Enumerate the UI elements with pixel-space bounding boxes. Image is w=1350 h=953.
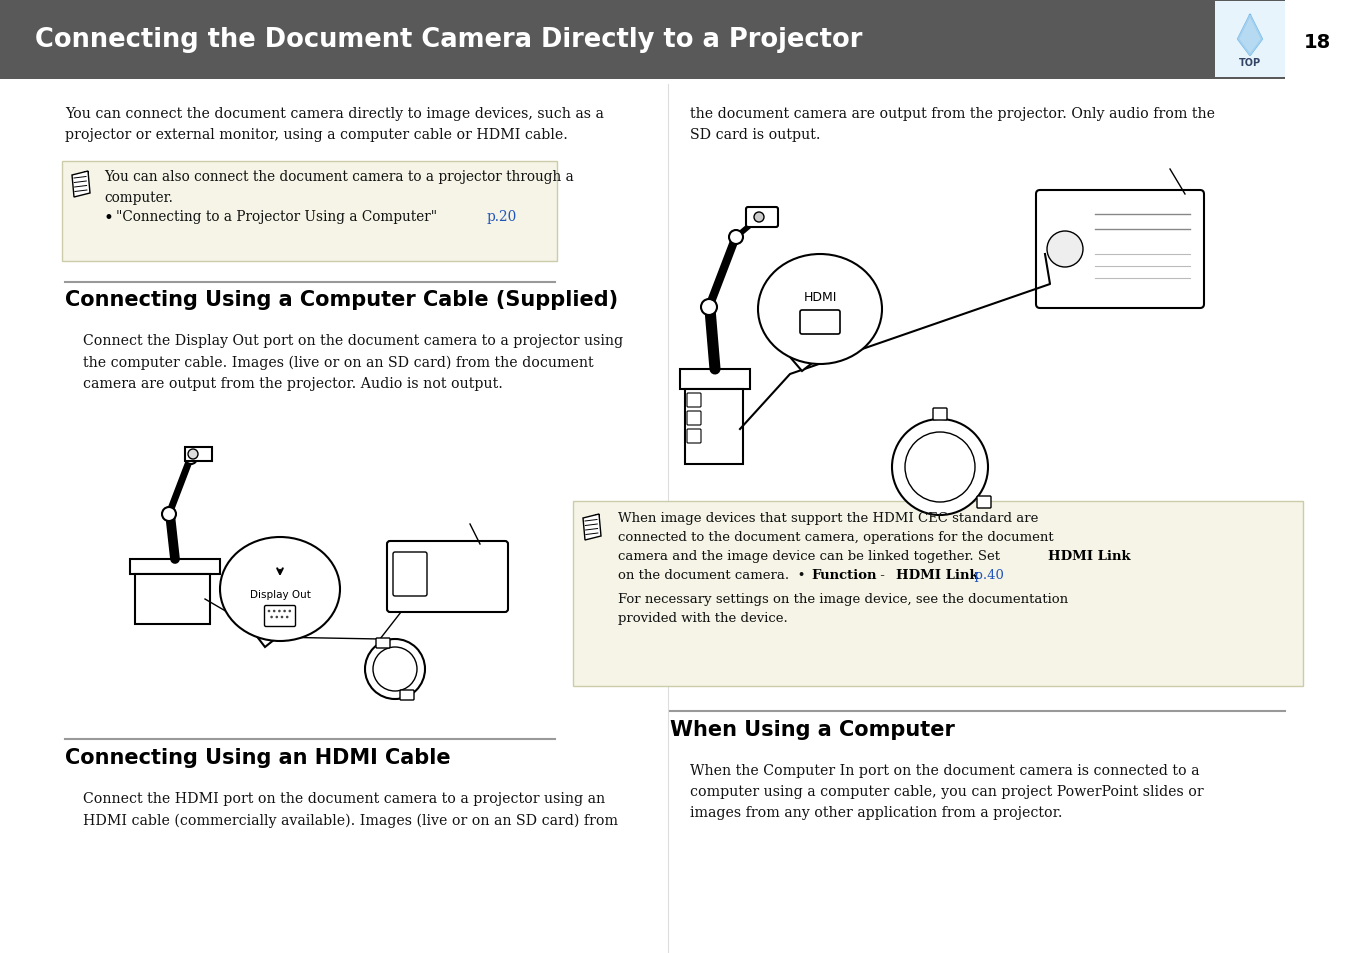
Polygon shape xyxy=(1238,16,1262,56)
FancyBboxPatch shape xyxy=(680,370,751,390)
Circle shape xyxy=(286,616,289,618)
FancyBboxPatch shape xyxy=(687,430,701,443)
Circle shape xyxy=(278,610,281,613)
FancyBboxPatch shape xyxy=(933,409,946,420)
Circle shape xyxy=(185,453,197,464)
Text: -: - xyxy=(876,569,890,581)
Polygon shape xyxy=(135,575,211,624)
Text: 18: 18 xyxy=(1303,32,1331,51)
Text: You can also connect the document camera to a projector through a
computer.: You can also connect the document camera… xyxy=(104,170,574,204)
Text: the document camera are output from the projector. Only audio from the
SD card i: the document camera are output from the … xyxy=(690,107,1215,142)
Ellipse shape xyxy=(757,254,882,365)
Circle shape xyxy=(270,616,273,618)
FancyBboxPatch shape xyxy=(747,208,778,228)
Circle shape xyxy=(188,450,198,459)
FancyBboxPatch shape xyxy=(687,394,701,408)
Text: Connecting Using a Computer Cable (Supplied): Connecting Using a Computer Cable (Suppl… xyxy=(65,290,618,310)
FancyBboxPatch shape xyxy=(801,311,840,335)
Circle shape xyxy=(289,610,292,613)
FancyBboxPatch shape xyxy=(1035,191,1204,309)
Text: Connecting the Document Camera Directly to a Projector: Connecting the Document Camera Directly … xyxy=(35,27,863,53)
Circle shape xyxy=(729,231,742,245)
Circle shape xyxy=(892,419,988,516)
Text: p.20: p.20 xyxy=(487,210,517,224)
Circle shape xyxy=(281,616,284,618)
Text: Connecting Using an HDMI Cable: Connecting Using an HDMI Cable xyxy=(65,747,451,767)
FancyBboxPatch shape xyxy=(687,412,701,426)
Text: HDMI: HDMI xyxy=(803,292,837,304)
Text: Display Out: Display Out xyxy=(250,589,310,599)
Text: When image devices that support the HDMI CEC standard are
connected to the docum: When image devices that support the HDMI… xyxy=(618,512,1053,543)
Polygon shape xyxy=(185,448,212,461)
Text: Connect the Display Out port on the document camera to a projector using
the com: Connect the Display Out port on the docu… xyxy=(82,334,624,391)
Text: When the Computer In port on the document camera is connected to a
computer usin: When the Computer In port on the documen… xyxy=(690,763,1204,820)
Circle shape xyxy=(267,610,270,613)
Polygon shape xyxy=(72,172,90,198)
Circle shape xyxy=(162,507,176,521)
Text: When Using a Computer: When Using a Computer xyxy=(670,720,954,740)
Text: •: • xyxy=(104,210,113,227)
FancyBboxPatch shape xyxy=(265,606,296,627)
FancyBboxPatch shape xyxy=(393,553,427,597)
Circle shape xyxy=(755,213,764,223)
Circle shape xyxy=(364,639,425,700)
Polygon shape xyxy=(0,0,1350,80)
Text: You can connect the document camera directly to image devices, such as a
project: You can connect the document camera dire… xyxy=(65,107,603,142)
Polygon shape xyxy=(790,354,825,372)
FancyBboxPatch shape xyxy=(62,162,558,262)
Circle shape xyxy=(273,610,275,613)
Polygon shape xyxy=(130,559,220,575)
Text: HDMI Link: HDMI Link xyxy=(1048,549,1130,562)
FancyBboxPatch shape xyxy=(684,390,743,464)
Text: For necessary settings on the image device, see the documentation
provided with : For necessary settings on the image devi… xyxy=(618,593,1068,625)
Text: camera and the image device can be linked together. Set: camera and the image device can be linke… xyxy=(618,549,1004,562)
FancyBboxPatch shape xyxy=(387,541,508,613)
Polygon shape xyxy=(1285,0,1350,80)
Text: Connect the HDMI port on the document camera to a projector using an
HDMI cable : Connect the HDMI port on the document ca… xyxy=(82,791,618,827)
Polygon shape xyxy=(255,631,285,647)
Text: "Connecting to a Projector Using a Computer": "Connecting to a Projector Using a Compu… xyxy=(116,210,437,224)
Circle shape xyxy=(275,616,278,618)
Circle shape xyxy=(701,299,717,315)
Circle shape xyxy=(284,610,286,613)
Text: HDMI Link: HDMI Link xyxy=(896,569,979,581)
FancyBboxPatch shape xyxy=(400,690,414,700)
Circle shape xyxy=(1048,232,1083,268)
Polygon shape xyxy=(583,515,601,540)
Text: TOP: TOP xyxy=(1239,58,1261,68)
Circle shape xyxy=(373,647,417,691)
Text: on the document camera.  •: on the document camera. • xyxy=(618,569,814,581)
FancyBboxPatch shape xyxy=(572,501,1303,686)
FancyBboxPatch shape xyxy=(977,497,991,509)
Polygon shape xyxy=(1215,2,1285,78)
FancyBboxPatch shape xyxy=(377,639,390,648)
Text: p.40: p.40 xyxy=(967,569,1004,581)
Text: Function: Function xyxy=(811,569,876,581)
Ellipse shape xyxy=(220,537,340,641)
Circle shape xyxy=(904,433,975,502)
